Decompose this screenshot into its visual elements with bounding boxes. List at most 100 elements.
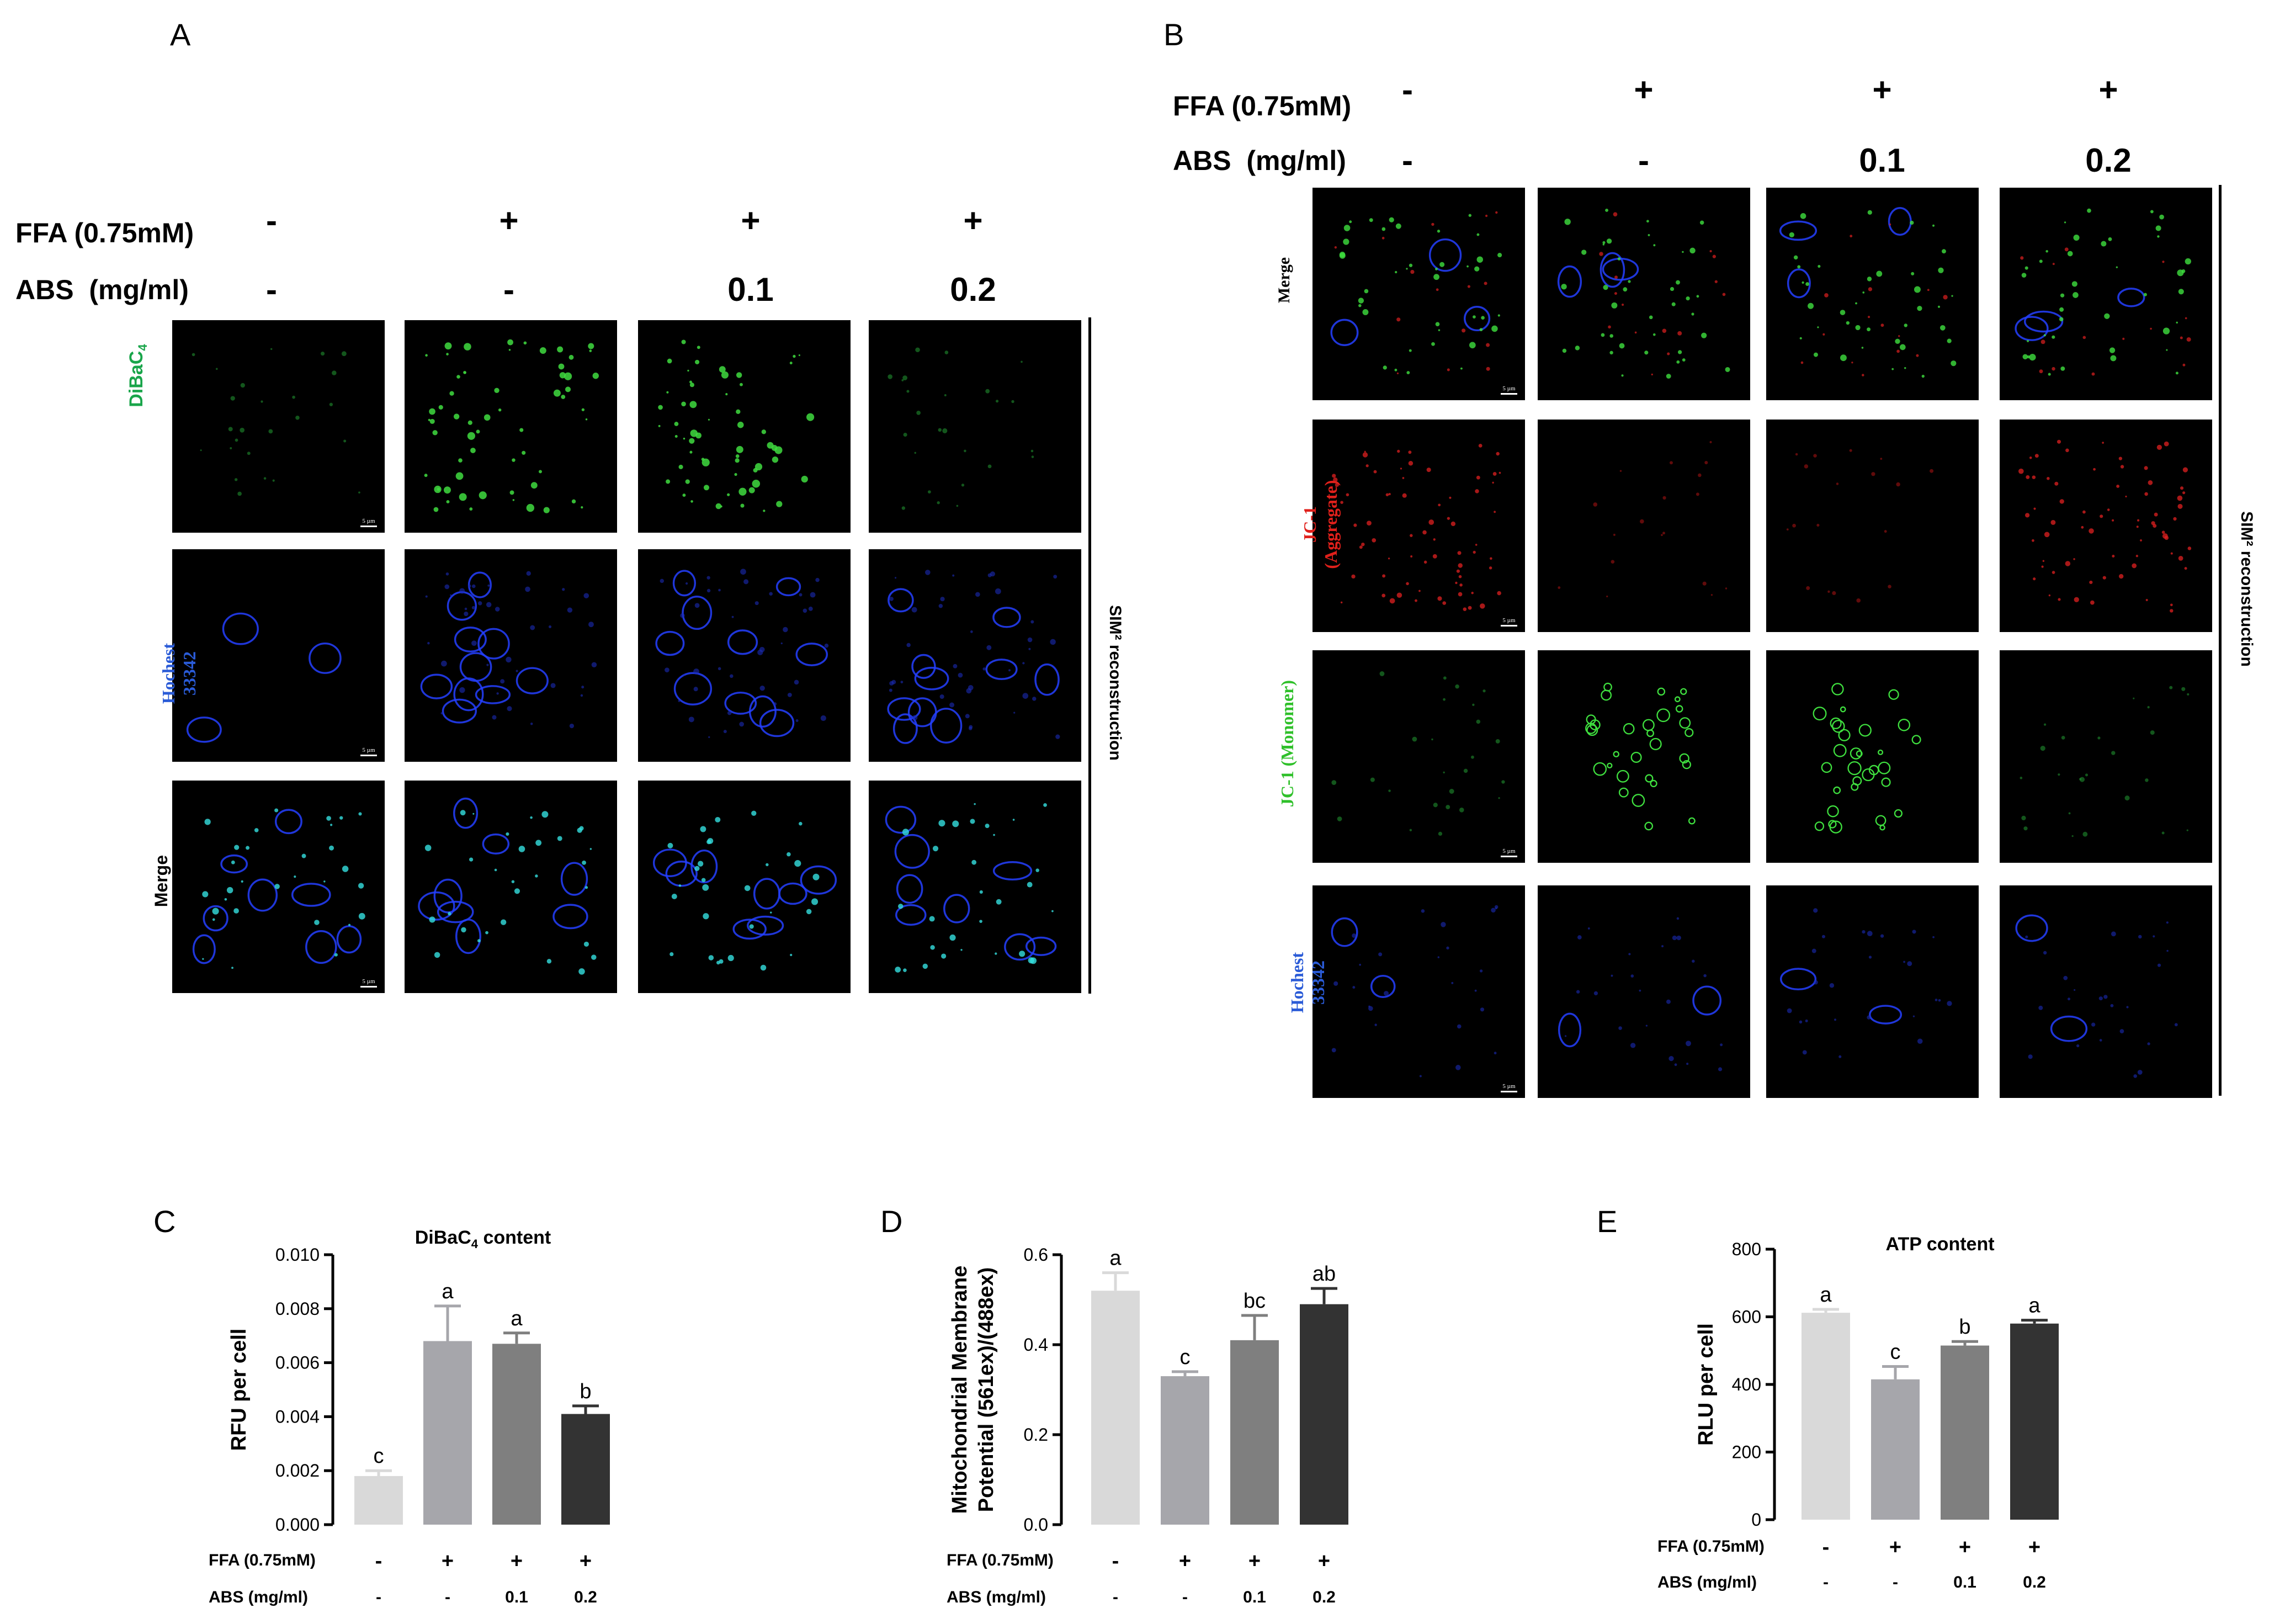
x-abs-value-2: - <box>1893 1573 1898 1591</box>
y-tick-label: 600 <box>1732 1307 1761 1327</box>
chart-title: DiBaC4 content <box>415 1227 551 1251</box>
panel-d-letter: D <box>880 1204 903 1239</box>
x-abs-label: ABS (mg/ml) <box>947 1588 1046 1606</box>
scale-bar: 5 µm <box>1501 1083 1517 1092</box>
x-ffa-sign-4: + <box>1318 1549 1330 1573</box>
significance-letter-2: c <box>1180 1346 1191 1369</box>
panel-b-image-r4-c2 <box>1538 885 1750 1098</box>
panel-b-abs-value-2: - <box>1638 142 1649 179</box>
y-tick-label: 0.2 <box>1024 1425 1048 1445</box>
x-ffa-sign-4: + <box>2028 1536 2040 1559</box>
x-abs-value-4: 0.2 <box>1312 1588 1336 1606</box>
bar-1 <box>354 1476 403 1525</box>
panel-b-ffa-sign-3: + <box>1872 71 1892 108</box>
significance-letter-4: a <box>2028 1294 2040 1318</box>
panel-b-image-r1-c2 <box>1538 188 1750 400</box>
panel-b-abs-value-3: 0.1 <box>1859 142 1905 179</box>
panel-a-image-r3-c4 <box>869 781 1081 993</box>
x-ffa-sign-1: - <box>1822 1536 1830 1559</box>
x-ffa-label: FFA (0.75mM) <box>947 1551 1054 1569</box>
x-abs-value-1: - <box>1113 1588 1118 1606</box>
x-abs-value-4: 0.2 <box>2023 1573 2046 1591</box>
y-tick-label: 0.006 <box>275 1353 320 1373</box>
x-abs-value-3: 0.1 <box>505 1588 528 1606</box>
panel-a-image-r3-c1: 5 µm <box>172 781 385 993</box>
panel-a-image-r1-c4 <box>869 320 1081 533</box>
panel-a-ffa-sign-2: + <box>499 202 519 239</box>
panel-b-image-r2-c2 <box>1538 420 1750 632</box>
x-ffa-sign-1: - <box>375 1549 382 1573</box>
panel-b-image-r1-c4 <box>2000 188 2212 400</box>
panel-a-abs-value-3: 0.1 <box>727 271 774 308</box>
panel-b-ffa-sign-1: - <box>1402 71 1413 108</box>
scale-bar: 5 µm <box>1501 385 1517 395</box>
panel-a-image-r2-c2 <box>405 549 617 762</box>
panel-a-image-r1-c2 <box>405 320 617 533</box>
x-ffa-sign-3: + <box>511 1549 523 1573</box>
panel-b-image-r2-c4 <box>2000 420 2212 632</box>
panel-b-letter: B <box>1163 17 1184 52</box>
significance-letter-1: c <box>374 1445 384 1468</box>
panel-b-ffa-sign-2: + <box>1634 71 1654 108</box>
y-tick-label: 0.004 <box>275 1407 320 1426</box>
panel-b-abs-value-4: 0.2 <box>2085 142 2132 179</box>
x-abs-value-3: 0.1 <box>1243 1588 1266 1606</box>
panel-a-abs-value-1: - <box>266 271 277 308</box>
bar-3 <box>1230 1340 1279 1525</box>
x-ffa-sign-1: - <box>1112 1549 1119 1573</box>
y-axis-label: RLU per cell <box>1694 1323 1718 1446</box>
x-abs-value-3: 0.1 <box>1953 1573 1976 1591</box>
y-tick-label: 0.0 <box>1024 1515 1048 1535</box>
significance-letter-2: a <box>442 1280 454 1303</box>
x-ffa-sign-2: + <box>442 1549 454 1573</box>
significance-letter-2: c <box>1890 1341 1901 1364</box>
significance-letter-4: ab <box>1312 1262 1336 1286</box>
panel-a-image-r1-c3 <box>638 320 851 533</box>
panel-a-side-rule <box>1088 317 1091 994</box>
x-abs-value-1: - <box>1823 1573 1829 1591</box>
panel-a-image-r3-c3 <box>638 781 851 993</box>
panel-a-image-r3-c2 <box>405 781 617 993</box>
panel-b-image-r2-c3 <box>1766 420 1979 632</box>
y-tick-label: 400 <box>1732 1374 1761 1394</box>
bar-3 <box>1941 1345 1989 1520</box>
x-abs-label: ABS (mg/ml) <box>1657 1573 1757 1591</box>
panel-b-image-r3-c2 <box>1538 650 1750 863</box>
panel-b-image-r3-c4 <box>2000 650 2212 863</box>
panel-b-image-r3-c1: 5 µm <box>1312 650 1525 863</box>
bar-2 <box>423 1341 472 1525</box>
x-ffa-sign-3: + <box>1959 1536 1971 1559</box>
panel-b-ffa-label: FFA (0.75mM) <box>1173 91 1352 121</box>
panel-e-letter: E <box>1597 1204 1618 1239</box>
panel-b-side-rule <box>2219 185 2222 1096</box>
x-ffa-sign-3: + <box>1248 1549 1261 1573</box>
bar-1 <box>1802 1313 1850 1520</box>
panel-b-image-r4-c3 <box>1766 885 1979 1098</box>
y-tick-label: 0.008 <box>275 1299 320 1319</box>
significance-letter-1: a <box>1820 1283 1832 1307</box>
bar-1 <box>1091 1291 1140 1525</box>
scale-bar: 5 µm <box>1501 617 1517 627</box>
x-ffa-sign-2: + <box>1179 1549 1191 1573</box>
bar-4 <box>2010 1323 2059 1520</box>
significance-letter-3: a <box>511 1307 523 1330</box>
panel-c-letter: C <box>153 1204 176 1239</box>
x-ffa-label: FFA (0.75mM) <box>1657 1537 1765 1556</box>
bar-4 <box>1300 1304 1348 1525</box>
panel-a-ffa-sign-1: - <box>266 202 277 239</box>
panel-b-ffa-sign-4: + <box>2098 71 2118 108</box>
x-abs-value-2: - <box>445 1588 450 1606</box>
panel-a-ffa-label: FFA (0.75mM) <box>15 217 194 248</box>
y-tick-label: 0.000 <box>275 1515 320 1535</box>
chart-title: ATP content <box>1885 1234 1994 1255</box>
scale-bar: 5 µm <box>360 747 377 756</box>
y-tick-label: 0.6 <box>1024 1245 1048 1265</box>
x-ffa-sign-2: + <box>1889 1536 1901 1559</box>
panel-b-image-r4-c1: 5 µm <box>1312 885 1525 1098</box>
y-tick-label: 200 <box>1732 1442 1761 1462</box>
scale-bar: 5 µm <box>360 518 377 527</box>
bar-3 <box>492 1344 541 1525</box>
panel-a-ffa-sign-3: + <box>741 202 761 239</box>
panel-a-abs-label: ABS (mg/ml) <box>15 274 189 305</box>
x-abs-value-4: 0.2 <box>574 1588 597 1606</box>
